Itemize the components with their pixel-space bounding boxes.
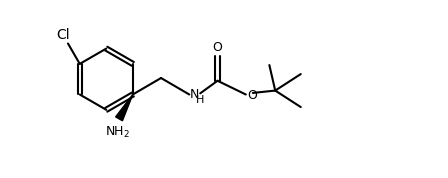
Text: NH$_2$: NH$_2$ <box>104 125 129 140</box>
Text: O: O <box>247 89 257 102</box>
Text: Cl: Cl <box>56 28 70 41</box>
Polygon shape <box>116 95 133 121</box>
Text: H: H <box>196 95 204 105</box>
Text: N: N <box>190 88 199 101</box>
Text: O: O <box>213 41 223 54</box>
